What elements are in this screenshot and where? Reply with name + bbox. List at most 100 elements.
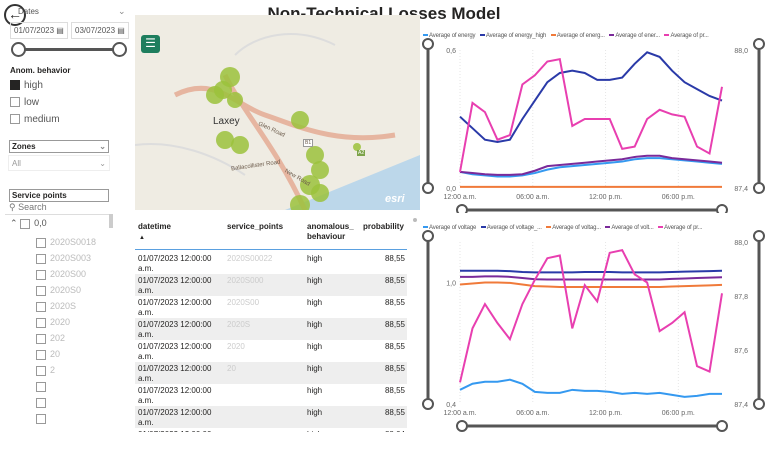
series-line-0 <box>459 378 722 398</box>
chart-legend: Average of energy Average of energy_high… <box>423 32 763 40</box>
service-point-item[interactable]: 2020S003 <box>36 253 91 264</box>
table-row[interactable]: 01/07/2023 12:00:00 a.m. high 88,55 <box>135 384 407 406</box>
arrow-left-icon: ← <box>8 6 22 22</box>
service-point-item[interactable] <box>36 413 50 424</box>
legend-item[interactable]: Average of energy_high <box>479 33 546 39</box>
column-datetime[interactable]: datetime <box>138 222 171 231</box>
checkbox[interactable] <box>20 218 31 229</box>
scrollbar[interactable] <box>109 214 113 228</box>
table-row[interactable]: 01/07/2023 12:00:00 a.m. 2020S000 high 8… <box>135 274 407 296</box>
divider <box>5 214 110 215</box>
hamburger-icon[interactable]: ☰ <box>141 35 160 53</box>
checkbox[interactable] <box>36 397 46 408</box>
legend-item[interactable]: Average of volt... <box>605 225 654 231</box>
back-button[interactable]: ← <box>4 4 26 26</box>
x-tick-label: 12:00 p.m. <box>589 194 622 201</box>
scrollbar[interactable] <box>413 218 417 222</box>
series-line-4 <box>459 248 723 383</box>
zones-dropdown[interactable]: All ⌄ <box>8 155 110 171</box>
service-point-item[interactable]: 2020S0018 <box>36 237 96 248</box>
checkbox[interactable] <box>36 317 46 328</box>
checkbox[interactable] <box>36 285 46 296</box>
series-line-0 <box>459 157 723 178</box>
service-point-item[interactable]: 202 <box>36 333 65 344</box>
search-icon: ⚲ <box>9 202 16 212</box>
legend-item[interactable]: Average of voltag... <box>546 225 601 231</box>
data-table[interactable]: datetime ▲ service_points anomalous_ beh… <box>135 215 410 432</box>
slider-handle <box>716 420 728 432</box>
legend-item[interactable]: Average of ener... <box>609 33 660 39</box>
road <box>234 33 336 56</box>
service-point-item[interactable] <box>36 397 50 408</box>
checkbox[interactable] <box>36 333 46 344</box>
service-point-item[interactable]: 2020S0 <box>36 285 81 296</box>
chevron-down-icon[interactable]: ⌄ <box>118 6 126 16</box>
checkbox[interactable] <box>36 349 46 360</box>
slider-handle <box>422 182 434 194</box>
voltage-chart[interactable]: 12:00 a.m. 06:00 a.m. 12:00 p.m. 06:00 p.m.… <box>420 220 768 432</box>
energy-chart[interactable]: 12:00 a.m. 06:00 a.m. 12:00 p.m. 06:00 p.m.… <box>420 28 768 216</box>
group-item[interactable]: ⌃ 0,0 <box>10 218 47 229</box>
service-point-markers[interactable] <box>206 67 361 210</box>
checkbox[interactable] <box>36 381 46 392</box>
road-label-a2: A2 <box>357 150 366 156</box>
anom-option-high[interactable]: high <box>10 80 43 91</box>
column-probability[interactable]: probability <box>363 222 404 231</box>
anom-behavior-label: Anom. behavior <box>10 66 71 75</box>
x-tick-label: 12:00 a.m. <box>443 194 476 201</box>
table-row[interactable]: 01/07/2023 12:00:00 a.m. 2020S high 88,5… <box>135 318 407 340</box>
column-anomalous-behaviour[interactable]: anomalous_ behaviour <box>307 222 354 241</box>
checkbox[interactable] <box>10 114 20 125</box>
chevron-down-icon: ⌄ <box>99 142 106 151</box>
checkbox[interactable] <box>36 365 46 376</box>
table-row[interactable]: 01/07/2023 12:00:00 a.m. 20 high 88,55 <box>135 362 407 384</box>
date-from-input[interactable]: 01/07/2023 ▤ <box>10 22 68 39</box>
service-point-item[interactable]: 2020 <box>36 317 70 328</box>
slider-handle-start[interactable] <box>11 42 26 57</box>
legend-item[interactable]: Average of voltage_... <box>480 225 542 231</box>
service-point-item[interactable]: 20 <box>36 349 60 360</box>
slider-handle-end[interactable] <box>112 42 127 57</box>
legend-item[interactable]: Average of pr... <box>658 225 702 231</box>
checkbox[interactable] <box>36 237 46 248</box>
checkbox[interactable] <box>36 301 46 312</box>
service-point-item[interactable]: 2 <box>36 365 55 376</box>
column-service-points[interactable]: service_points <box>227 222 284 231</box>
legend-item[interactable]: Average of voltage <box>423 225 476 231</box>
anom-option-medium[interactable]: medium <box>10 114 60 125</box>
slider-handle <box>422 38 434 50</box>
table-row[interactable]: 01/07/2023 12:00:00 a.m. high 88,55 <box>135 406 407 428</box>
chevron-down-icon: ⌄ <box>99 159 106 168</box>
x-tick-label: 06:00 a.m. <box>516 410 549 417</box>
checkbox[interactable] <box>36 413 46 424</box>
y-left-tick-label: 0,4 <box>446 402 456 409</box>
anom-option-low[interactable]: low <box>10 97 39 108</box>
checkbox[interactable] <box>36 269 46 280</box>
table-row[interactable]: 01/07/2023 12:00:00 a.m. 2020S00022 high… <box>135 252 407 274</box>
service-point-item[interactable] <box>36 381 50 392</box>
checkbox[interactable] <box>10 80 20 91</box>
service-point-item[interactable]: 2020S <box>36 301 76 312</box>
calendar-icon: ▤ <box>56 26 64 35</box>
checkbox[interactable] <box>10 97 20 108</box>
series-line-1 <box>460 269 723 274</box>
y-right-tick-label: 87,8 <box>734 294 748 301</box>
date-range-slider[interactable] <box>18 48 120 51</box>
legend-item[interactable]: Average of pr... <box>664 33 709 39</box>
table-row[interactable]: 01/07/2023 12:00:00 a.m. 2020S00 high 88… <box>135 296 407 318</box>
slider-handle <box>753 182 765 194</box>
x-tick-label: 06:00 a.m. <box>516 194 549 201</box>
checkbox[interactable] <box>36 253 46 264</box>
y-left-tick-label: 0,6 <box>446 48 456 55</box>
map-visual[interactable]: ☰ Laxey Glen Road B1 A2 New Road Ballaco… <box>135 15 420 210</box>
service-search[interactable]: ⚲ Search <box>9 202 47 212</box>
legend-item[interactable]: Average of energy <box>423 33 476 39</box>
table-row[interactable]: 01/07/2023 12:00:00 a.m. high 88,04 <box>135 428 407 432</box>
table-row[interactable]: 01/07/2023 12:00:00 a.m. 2020 high 88,55 <box>135 340 407 362</box>
legend-item[interactable]: Average of energ... <box>550 33 605 39</box>
service-point-item[interactable]: 2020S00 <box>36 269 86 280</box>
date-to-input[interactable]: 03/07/2023 ▤ <box>71 22 129 39</box>
series-line-1 <box>459 51 723 144</box>
x-tick-label: 06:00 p.m. <box>662 410 695 417</box>
header-divider <box>135 249 407 250</box>
